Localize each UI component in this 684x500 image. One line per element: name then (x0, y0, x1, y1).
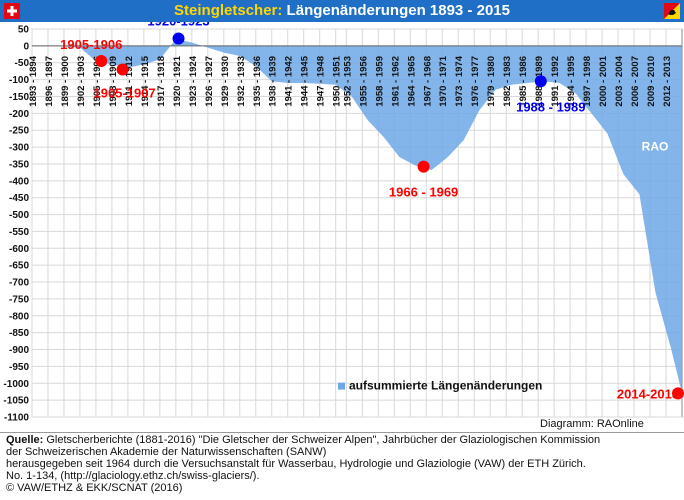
y-tick-label: 50 (18, 25, 30, 36)
y-tick-label: -300 (9, 143, 29, 154)
swiss-flag-icon (4, 3, 20, 19)
y-tick-label: -1000 (3, 379, 29, 390)
x-tick-label: 1920 - 1921 (172, 55, 183, 106)
x-tick-label: 1935 - 1936 (252, 56, 263, 107)
source-line: herausgegeben seit 1964 durch die Versuc… (6, 458, 586, 470)
x-tick-label: 1902 - 1903 (76, 56, 87, 107)
x-tick-label: 1929 - 1930 (220, 56, 231, 107)
x-tick-label: 1958 - 1959 (374, 56, 385, 107)
x-tick-label: 1893 - 1894 (28, 55, 39, 106)
x-tick-label: 1914 - 1915 (140, 55, 151, 106)
source-line: © VAW/ETHZ & EKK/SCNAT (2016) (6, 482, 183, 494)
y-tick-label: -100 (9, 75, 29, 86)
annotation-label: 1905-1907 (93, 85, 155, 100)
y-tick-label: -550 (9, 227, 29, 238)
source-line: Gletscherberichte (1881-2016) "Die Glets… (43, 434, 601, 446)
y-tick-label: -250 (9, 126, 29, 137)
x-tick-label: 2012 - 2013 (662, 56, 673, 107)
source-block: Quelle: Gletscherberichte (1881-2016) "D… (6, 434, 680, 494)
y-tick-label: -150 (9, 92, 29, 103)
x-tick-label: 2003 - 2004 (614, 55, 625, 106)
diagram-credit: Diagramm: RAOnline (540, 418, 644, 430)
title-glacier-name: Steingletscher: (174, 2, 283, 19)
y-tick-label: -500 (9, 210, 29, 221)
y-tick-label: -450 (9, 193, 29, 204)
x-tick-label: 1911 - 1912 (124, 56, 135, 106)
y-tick-label: -850 (9, 328, 29, 339)
bern-coat-of-arms-icon (664, 3, 680, 19)
annotation-label: 1966 - 1969 (389, 185, 458, 200)
annotation-label: 1988 - 1989 (516, 99, 585, 114)
x-tick-label: 1950 - 1951 (332, 55, 343, 106)
title-rest: Längenänderungen 1893 - 2015 (282, 2, 510, 19)
x-tick-label: 1899 - 1900 (60, 56, 71, 107)
x-tick-label: 1952 - 1953 (342, 56, 353, 107)
x-tick-label: 1997 - 1998 (582, 56, 593, 107)
watermark: RAO (642, 139, 669, 153)
x-tick-label: 1991 - 1992 (550, 56, 561, 107)
x-tick-label: 1985 - 1986 (518, 56, 529, 107)
x-tick-label: 1979 - 1980 (486, 56, 497, 107)
source-line: No. 1-134, (http://glaciology.ethz.ch/sw… (6, 470, 260, 482)
y-tick-label: -1100 (4, 413, 29, 424)
y-tick-label: -800 (9, 311, 29, 322)
x-tick-label: 1970 - 1971 (438, 55, 449, 106)
x-tick-label: 1923 - 1924 (188, 55, 199, 106)
x-tick-label: 1944 - 1945 (300, 55, 311, 106)
source-divider (0, 432, 684, 433)
x-tick-label: 1941 - 1942 (284, 56, 295, 107)
x-tick-label: 1896 - 1897 (44, 56, 55, 107)
annotation-dot (672, 387, 684, 400)
x-tick-label: 1932 - 1933 (236, 56, 247, 107)
y-tick-label: -600 (9, 244, 29, 255)
legend-label: aufsummierte Längenänderungen (349, 379, 542, 393)
x-tick-label: 1908 - 1909 (108, 56, 119, 107)
y-tick-label: 0 (23, 41, 29, 52)
y-tick-label: -700 (9, 278, 29, 289)
x-tick-label: 1964 - 1965 (406, 55, 417, 106)
annotation-dot (95, 55, 108, 68)
x-tick-label: 1955 - 1956 (358, 56, 369, 107)
y-tick-label: -950 (9, 362, 29, 373)
x-tick-label: 2009 - 2010 (646, 56, 657, 107)
x-tick-label: 2000 - 2001 (598, 55, 609, 106)
annotation-label: 2014-2015 (617, 386, 679, 401)
x-tick-label: 1905 - 1906 (92, 56, 103, 107)
legend-swatch (338, 382, 345, 390)
annotation-label: 1920-1923 (147, 22, 209, 28)
x-tick-label: 1917 - 1918 (156, 56, 167, 107)
y-tick-label: -400 (9, 176, 29, 187)
chart-title: Steingletscher: Längenänderungen 1893 - … (0, 0, 684, 22)
y-tick-label: -50 (15, 58, 30, 69)
y-tick-label: -900 (9, 345, 29, 356)
x-tick-label: 1967 - 1968 (422, 56, 433, 107)
source-line: der Schweizerischen Akademie der Naturwi… (6, 446, 327, 458)
source-label: Quelle: (6, 434, 44, 446)
x-tick-label: 1973 - 1974 (454, 55, 465, 106)
x-tick-label: 1976 - 1977 (470, 56, 481, 107)
y-tick-label: -200 (9, 109, 29, 120)
glacier-length-chart: 50 0 -50 -100 -150 -200 -250 -300 -350 -400 -450 -5… (3, 22, 684, 424)
annotation-dot (534, 75, 547, 88)
annotation-dot (417, 160, 430, 173)
title-bar (0, 0, 684, 22)
y-tick-label: -1050 (3, 396, 29, 407)
x-tick-label: 1961 - 1962 (390, 56, 401, 107)
annotation-dot (116, 63, 129, 76)
y-tick-label: -650 (9, 261, 29, 272)
y-tick-label: -350 (9, 159, 29, 170)
x-tick-label: 1982 - 1983 (502, 56, 513, 107)
x-tick-label: 2006 - 2007 (630, 56, 641, 107)
annotation-label: 1905-1906 (60, 37, 122, 52)
x-tick-label: 1947 - 1948 (316, 56, 327, 107)
x-tick-label: 1938 - 1939 (268, 56, 279, 107)
cumulative-length-area (32, 39, 682, 394)
annotation-dot (172, 32, 185, 45)
x-tick-label: 1926 - 1927 (204, 56, 215, 107)
x-tick-label: 1994 - 1995 (566, 55, 577, 106)
y-tick-label: -750 (9, 294, 29, 305)
